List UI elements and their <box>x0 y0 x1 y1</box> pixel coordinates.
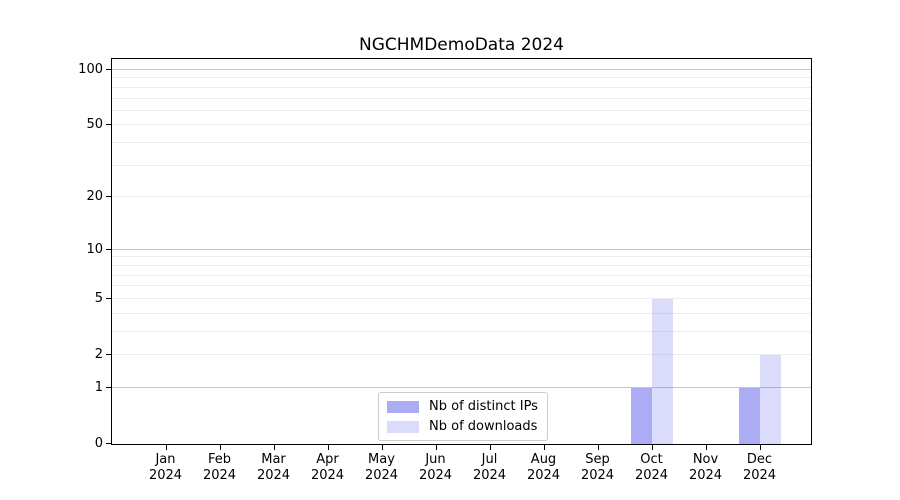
y-tick-0 <box>106 443 111 444</box>
x-tick-label-line: 2024 <box>688 468 723 483</box>
x-tick-label-line: Feb <box>207 452 232 467</box>
gridline-minor-y30 <box>112 164 811 166</box>
x-tick-label-line: Dec <box>746 452 773 467</box>
x-tick-label-line: Jan <box>155 452 176 467</box>
x-tick-5 <box>435 445 437 450</box>
y-tick-label-2: 2 <box>94 346 103 362</box>
x-tick-label-3: Apr 2024 <box>300 452 356 484</box>
y-tick-50 <box>106 124 111 126</box>
x-tick-label-9: Oct 2024 <box>624 452 680 484</box>
legend-label-distinct-ips: Nb of distinct IPs <box>429 399 538 414</box>
gridline-minor-y2 <box>112 353 811 355</box>
x-tick-label-5: Jun 2024 <box>408 452 464 484</box>
x-tick-1 <box>219 445 221 450</box>
y-tick-label-0: 0 <box>94 436 103 451</box>
x-tick-label-line: 2024 <box>634 468 669 483</box>
y-tick-2 <box>106 353 111 355</box>
chart-title: NGCHMDemoData 2024 <box>359 35 564 55</box>
x-tick-label-line: 2024 <box>202 468 237 483</box>
gridline-minor-y80 <box>112 86 811 88</box>
y-tick-10 <box>106 248 111 250</box>
x-tick-label-line: Nov <box>692 452 719 467</box>
x-tick-label-line: 2024 <box>256 468 291 483</box>
x-tick-label-line: 2024 <box>580 468 615 483</box>
x-tick-label-2: Mar 2024 <box>246 452 302 484</box>
x-tick-label-line: 2024 <box>526 468 561 483</box>
y-tick-1 <box>106 386 111 388</box>
x-tick-label-line: Jun <box>425 452 446 467</box>
x-tick-label-line: 2024 <box>364 468 399 483</box>
x-tick-10 <box>705 445 707 450</box>
gridline-minor-y90 <box>112 77 811 79</box>
y-tick-100 <box>106 69 111 70</box>
gridline-minor-y6 <box>112 285 811 287</box>
gridline-minor-y50 <box>112 124 811 126</box>
gridline-minor-y40 <box>112 142 811 144</box>
y-tick-5 <box>106 297 111 299</box>
x-tick-3 <box>327 445 329 450</box>
x-tick-4 <box>381 445 383 450</box>
x-tick-label-line: 2024 <box>310 468 345 483</box>
x-tick-label-1: Feb 2024 <box>192 452 248 484</box>
x-tick-9 <box>651 445 653 450</box>
legend-swatch-distinct-ips <box>387 400 419 413</box>
legend-item-distinct-ips: Nb of distinct IPs <box>387 399 538 414</box>
x-tick-label-0: Jan 2024 <box>138 452 194 484</box>
x-tick-label-line: 2024 <box>418 468 453 483</box>
gridline-major-y10 <box>112 248 811 250</box>
bar-downloads-oct <box>651 298 673 444</box>
bar-distinct-ips-oct <box>630 387 652 444</box>
gridline-minor-y9 <box>112 256 811 258</box>
y-tick-label-5: 5 <box>94 290 103 306</box>
legend: Nb of distinct IPs Nb of downloads <box>378 392 548 441</box>
y-tick-label-100: 100 <box>78 62 103 77</box>
y-tick-label-1: 1 <box>94 379 103 395</box>
gridline-minor-y7 <box>112 274 811 276</box>
y-tick-label-20: 20 <box>86 189 103 205</box>
gridline-minor-y5 <box>112 297 811 299</box>
gridline-minor-y3 <box>112 330 811 332</box>
gridline-minor-y8 <box>112 264 811 266</box>
y-tick-20 <box>106 196 111 198</box>
gridline-minor-y4 <box>112 312 811 314</box>
x-tick-label-line: 2024 <box>472 468 507 483</box>
x-tick-label-line: Sep <box>585 452 610 467</box>
x-tick-label-11: Dec 2024 <box>732 452 788 484</box>
x-tick-label-line: 2024 <box>148 468 183 483</box>
x-tick-0 <box>165 445 167 450</box>
x-tick-label-6: Jul 2024 <box>462 452 518 484</box>
x-tick-label-8: Sep 2024 <box>570 452 626 484</box>
gridline-major-y1 <box>112 386 811 388</box>
gridline-major-y100 <box>112 69 811 70</box>
x-tick-label-4: May 2024 <box>354 452 410 484</box>
gridline-minor-y60 <box>112 109 811 111</box>
x-tick-8 <box>597 445 599 450</box>
y-tick-label-50: 50 <box>86 117 103 133</box>
x-tick-label-line: Jul <box>481 452 498 467</box>
x-tick-label-line: Aug <box>530 452 557 467</box>
legend-item-downloads: Nb of downloads <box>387 419 538 434</box>
x-tick-label-10: Nov 2024 <box>678 452 734 484</box>
plot-area: 0 1 2 5 10 20 50 100 Jan 2024 Feb 2024 Mar 2024 Apr 202… <box>78 58 812 483</box>
x-tick-label-line: Oct <box>640 452 663 467</box>
x-tick-6 <box>489 445 491 450</box>
gridline-minor-y70 <box>112 97 811 99</box>
x-tick-label-line: 2024 <box>742 468 777 483</box>
bar-downloads-dec <box>759 354 781 444</box>
x-tick-7 <box>543 445 545 450</box>
x-tick-label-7: Aug 2024 <box>516 452 572 484</box>
x-tick-label-line: May <box>368 452 395 467</box>
y-tick-label-10: 10 <box>86 241 103 257</box>
bar-distinct-ips-dec <box>738 387 760 444</box>
legend-swatch-downloads <box>387 420 419 433</box>
x-tick-label-line: Mar <box>261 452 286 467</box>
legend-label-downloads: Nb of downloads <box>429 419 538 434</box>
gridline-minor-y20 <box>112 196 811 198</box>
x-tick-2 <box>273 445 275 450</box>
x-tick-label-line: Apr <box>316 452 339 467</box>
x-tick-11 <box>759 445 761 450</box>
